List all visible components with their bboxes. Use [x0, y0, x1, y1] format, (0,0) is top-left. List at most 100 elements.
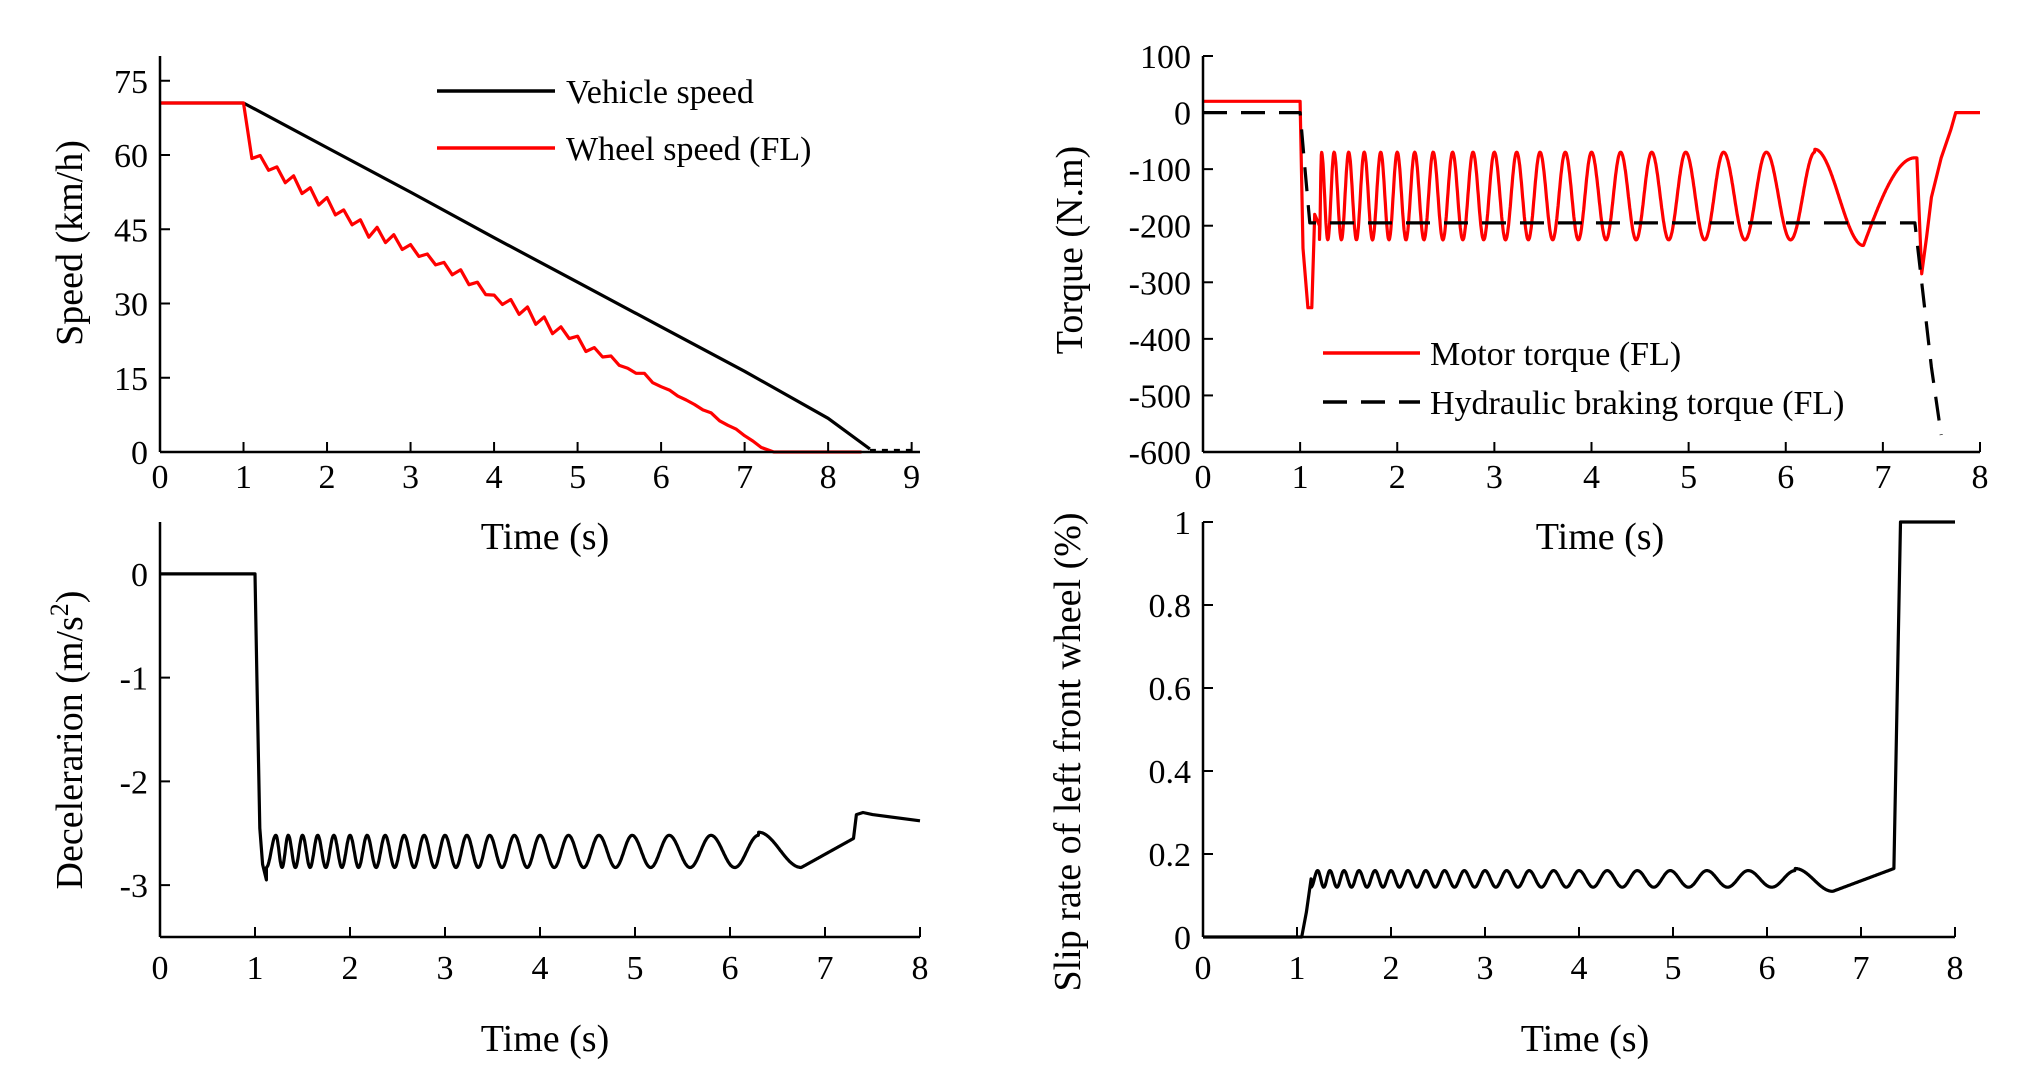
slip-x-tick-label: 4	[1571, 950, 1588, 987]
speed-legend: Vehicle speed Wheel speed (FL)	[437, 74, 811, 168]
legend-label-hydraulic-torque: Hydraulic braking torque (FL)	[1430, 385, 1845, 422]
deceleration-y-label-superscript: 2	[45, 603, 74, 616]
torque-x-tick-label: 5	[1680, 459, 1697, 496]
legend-label-motor-torque: Motor torque (FL)	[1430, 336, 1681, 373]
deceleration-x-tick-label: 3	[437, 950, 454, 987]
deceleration-x-axis-label: Time (s)	[481, 1018, 609, 1060]
torque-y-tick-label: -400	[1129, 322, 1191, 359]
slip-y-tick-label: 0.4	[1149, 754, 1192, 791]
deceleration-x-tick-label: 2	[342, 950, 359, 987]
slip-y-ticks: 0 0.2 0.4 0.6 0.8 1	[1149, 505, 1213, 957]
slip-y-tick-label: 0.6	[1149, 671, 1192, 708]
torque-series-motor-torque-fl	[1203, 99, 1980, 310]
deceleration-y-tick-label: -2	[120, 764, 148, 801]
deceleration-x-tick-label: 0	[152, 950, 169, 987]
torque-y-tick-label: 100	[1140, 39, 1191, 76]
deceleration-x-tick-label: 8	[912, 950, 929, 987]
deceleration-y-axis-label: Decelerarion (m/s2)	[45, 591, 91, 890]
torque-y-tick-label: -100	[1129, 152, 1191, 189]
speed-x-tick-label: 8	[820, 459, 837, 496]
speed-x-tick-label: 1	[235, 459, 252, 496]
slip-x-tick-label: 0	[1195, 950, 1212, 987]
legend-label-vehicle-speed: Vehicle speed	[566, 74, 754, 111]
slip-x-tick-label: 8	[1947, 950, 1964, 987]
slip-x-tick-label: 2	[1383, 950, 1400, 987]
deceleration-y-label-suffix: )	[49, 591, 91, 604]
slip-x-tick-label: 7	[1853, 950, 1870, 987]
speed-series-vehicle-speed	[160, 101, 871, 451]
deceleration-x-ticks: 0 1 2 3 4 5 6 7 8	[152, 927, 929, 987]
slip-series-layer	[1203, 520, 1955, 939]
deceleration-series-layer	[160, 572, 921, 882]
slip-x-tick-label: 5	[1665, 950, 1682, 987]
deceleration-y-label-text: Decelerarion (m/s	[49, 616, 91, 889]
speed-y-ticks: 0 15 30 45 60 75	[114, 64, 170, 472]
slip-x-tick-label: 6	[1759, 950, 1776, 987]
deceleration-x-tick-label: 5	[627, 950, 644, 987]
torque-y-tick-label: -300	[1129, 265, 1191, 302]
speed-x-tick-label: 6	[653, 459, 670, 496]
torque-y-tick-label: -600	[1129, 435, 1191, 472]
torque-y-axis-label: Torque (N.m)	[1049, 146, 1091, 354]
slip-x-tick-label: 1	[1289, 950, 1306, 987]
speed-x-axis-label: Time (s)	[481, 516, 609, 558]
legend-label-wheel-speed: Wheel speed (FL)	[566, 131, 811, 168]
speed-y-tick-label: 0	[131, 435, 148, 472]
deceleration-x-tick-label: 6	[722, 950, 739, 987]
torque-x-tick-label: 7	[1874, 459, 1891, 496]
slip-series-slip-rate	[1203, 520, 1955, 939]
torque-x-tick-label: 3	[1486, 459, 1503, 496]
slip-x-ticks: 0 1 2 3 4 5 6 7 8	[1195, 927, 1964, 987]
deceleration-x-tick-label: 7	[817, 950, 834, 987]
torque-series-layer	[1203, 99, 1980, 436]
deceleration-y-tick-label: -3	[120, 868, 148, 905]
torque-x-tick-label: 2	[1389, 459, 1406, 496]
torque-y-ticks: 100 0 -100 -200 -300 -400 -500 -600	[1129, 39, 1213, 472]
slip-y-tick-label: 0.8	[1149, 588, 1192, 625]
slip-y-tick-label: 0	[1174, 920, 1191, 957]
deceleration-y-ticks: 0 -1 -2 -3	[120, 557, 170, 905]
speed-series-wheel-speed-fl	[160, 101, 862, 454]
torque-x-tick-label: 0	[1195, 459, 1212, 496]
speed-x-tick-label: 3	[402, 459, 419, 496]
slip-rate-chart: 0 1 2 3 4 5 6 7 8 0 0.2 0.4 0.6 0.8 1 Time (s) Slip r…	[1047, 505, 1964, 1060]
slip-y-tick-label: 1	[1174, 505, 1191, 542]
deceleration-x-tick-label: 4	[532, 950, 549, 987]
speed-x-tick-label: 2	[319, 459, 336, 496]
speed-x-tick-label: 9	[903, 459, 920, 496]
speed-y-tick-label: 75	[114, 64, 148, 101]
deceleration-chart: 0 1 2 3 4 5 6 7 8 0 -1 -2 -3 Time (s) Decelerarion …	[45, 522, 929, 1060]
speed-x-tick-label: 4	[486, 459, 503, 496]
speed-y-tick-label: 15	[114, 361, 148, 398]
torque-y-tick-label: 0	[1174, 96, 1191, 133]
torque-x-ticks: 0 1 2 3 4 5 6 7 8	[1195, 442, 1989, 496]
speed-series-layer	[160, 101, 916, 454]
deceleration-series-deceleration	[160, 572, 921, 882]
speed-y-axis-label: Speed (km/h)	[49, 140, 91, 346]
slip-x-axis-label: Time (s)	[1521, 1018, 1649, 1060]
torque-legend: Motor torque (FL) Hydraulic braking torq…	[1323, 336, 1845, 422]
deceleration-y-tick-label: -1	[120, 661, 148, 698]
speed-x-tick-label: 5	[569, 459, 586, 496]
speed-y-tick-label: 60	[114, 138, 148, 175]
torque-x-tick-label: 4	[1583, 459, 1600, 496]
speed-x-tick-label: 0	[152, 459, 169, 496]
torque-x-tick-label: 6	[1777, 459, 1794, 496]
slip-x-tick-label: 3	[1477, 950, 1494, 987]
torque-y-tick-label: -200	[1129, 209, 1191, 246]
torque-x-tick-label: 8	[1972, 459, 1989, 496]
speed-x-ticks: 0 1 2 3 4 5 6 7 8 9	[152, 442, 920, 496]
speed-y-tick-label: 30	[114, 287, 148, 324]
slip-y-axis-label: Slip rate of left front wheel (%)	[1047, 512, 1089, 991]
deceleration-y-tick-label: 0	[131, 557, 148, 594]
torque-y-tick-label: -500	[1129, 378, 1191, 415]
torque-series-hydraulic-braking-torque-fl	[1203, 111, 1943, 436]
deceleration-x-tick-label: 1	[247, 950, 264, 987]
speed-x-tick-label: 7	[736, 459, 753, 496]
torque-x-tick-label: 1	[1292, 459, 1309, 496]
torque-x-axis-label: Time (s)	[1536, 516, 1664, 558]
slip-y-tick-label: 0.2	[1149, 837, 1192, 874]
